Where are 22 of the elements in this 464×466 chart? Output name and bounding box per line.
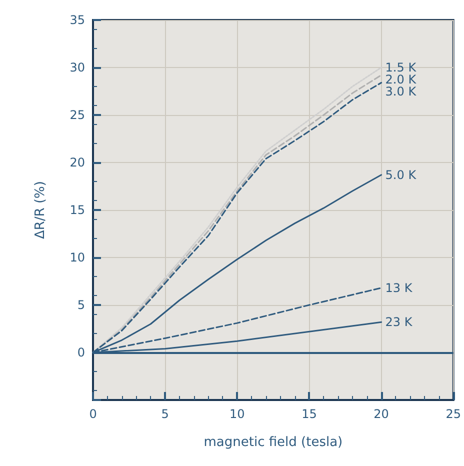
y-tick-label: 0	[77, 346, 85, 360]
series-label: 1.5 K	[385, 60, 418, 74]
x-tick-label: 0	[89, 407, 97, 421]
y-tick-label: 30	[70, 60, 85, 74]
y-tick-label: 35	[70, 13, 85, 27]
series-label: 3.0 K	[385, 84, 418, 98]
y-tick-label: 20	[70, 156, 85, 170]
x-tick-label: 10	[230, 407, 245, 421]
series-label: 13 K	[385, 280, 414, 295]
x-tick-label: 25	[446, 407, 462, 421]
y-tick-label: 10	[70, 250, 85, 264]
y-tick-label: 5	[77, 298, 85, 312]
y-tick-label: 25	[70, 108, 85, 122]
series-label: 5.0 K	[385, 168, 418, 182]
series-label: 23 K	[385, 315, 414, 330]
series-label: 2.0 K	[385, 72, 418, 86]
x-tick-label: 15	[302, 407, 317, 421]
x-tick-label: 20	[374, 407, 389, 421]
y-tick-label: 15	[70, 203, 85, 217]
x-axis-title: magnetic field (tesla)	[204, 435, 343, 450]
x-tick-label: 5	[161, 407, 169, 421]
y-axis-title: ΔR/R (%)	[33, 181, 48, 239]
